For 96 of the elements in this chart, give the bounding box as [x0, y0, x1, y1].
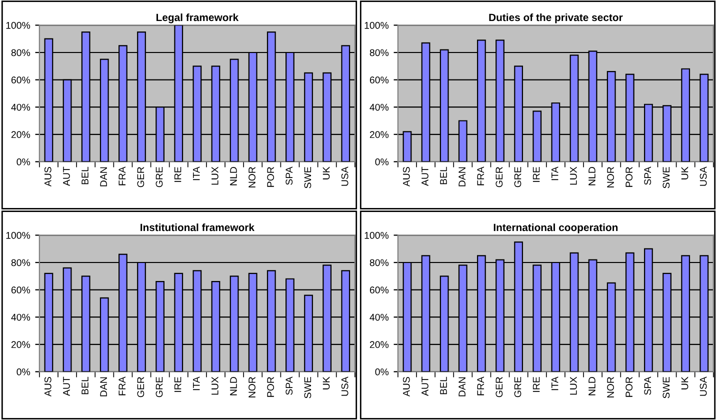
x-tick-label: DAN — [100, 167, 107, 186]
x-tick-label: AUT — [63, 376, 70, 396]
x-tick-label: NOR — [607, 377, 614, 398]
x-tick-label: UK — [322, 376, 330, 390]
x-tick-label: NLD — [230, 167, 237, 186]
y-tick-label: 80% — [11, 49, 30, 56]
x-tick-label: NOR — [248, 377, 256, 398]
y-tick-label: 0% — [16, 368, 30, 376]
x-tick-label: DAN — [458, 167, 466, 186]
x-tick-label: FRA — [477, 166, 484, 186]
x-tick-label: SWE — [662, 376, 670, 398]
y-tick-label: 40% — [11, 314, 30, 321]
x-tick-label: GRE — [156, 376, 163, 398]
chart-title: International cooperation — [494, 223, 618, 234]
x-tick-label: ITA — [552, 376, 558, 390]
y-tick-label: 80% — [11, 259, 30, 266]
x-tick-label: USA — [341, 166, 348, 186]
x-tick-label: AUT — [422, 376, 428, 396]
x-tick-label: GRE — [514, 376, 522, 398]
x-tick-label: SWE — [662, 166, 670, 188]
y-tick-label: 40% — [11, 104, 30, 111]
chart-title: Legal framework — [156, 13, 239, 24]
y-tick-label: 40% — [370, 104, 389, 111]
y-tick-label: 100% — [6, 232, 30, 239]
x-tick-label: FRA — [477, 376, 484, 396]
y-tick-label: 20% — [11, 341, 30, 348]
x-tick-label: IRE — [532, 376, 540, 392]
x-tick-label: LUX — [212, 376, 218, 395]
x-tick-label: POR — [267, 167, 274, 187]
y-tick-label: 60% — [11, 286, 30, 294]
x-tick-label: SWE — [304, 166, 312, 188]
y-tick-label: 100% — [364, 22, 389, 29]
x-tick-label: UK — [681, 166, 688, 180]
x-tick-label: BEL — [440, 166, 447, 184]
x-tick-label: ITA — [552, 166, 558, 180]
x-tick-label: SPA — [286, 376, 293, 395]
x-tick-label: AUT — [63, 166, 70, 186]
y-tick-label: 100% — [6, 22, 30, 29]
x-tick-label: UK — [681, 376, 688, 390]
x-tick-label: POR — [626, 377, 633, 397]
x-tick-label: BEL — [440, 376, 447, 394]
x-tick-label: ITA — [193, 376, 200, 390]
x-tick-label: NLD — [230, 377, 237, 396]
y-tick-label: 60% — [370, 76, 389, 84]
x-tick-label: POR — [267, 377, 274, 397]
x-tick-label: BEL — [82, 166, 88, 184]
x-tick-label: UK — [322, 166, 330, 180]
x-tick-label: USA — [700, 166, 707, 186]
x-tick-label: IRE — [174, 166, 182, 182]
x-tick-label: AUS — [402, 167, 410, 187]
x-tick-label: USA — [341, 376, 348, 396]
x-tick-label: IRE — [174, 376, 182, 392]
y-tick-label: 60% — [11, 76, 30, 84]
y-tick-label: 20% — [370, 341, 389, 348]
x-tick-label: AUS — [402, 377, 410, 397]
x-tick-label: LUX — [570, 166, 577, 185]
x-tick-label: NOR — [248, 167, 256, 188]
y-tick-label: 0% — [375, 158, 389, 166]
y-tick-label: 60% — [370, 286, 389, 294]
x-tick-label: LUX — [570, 376, 577, 395]
x-tick-label: AUS — [44, 167, 52, 187]
chart-title: Institutional framework — [140, 223, 254, 232]
x-tick-label: GER — [496, 377, 503, 398]
x-tick-label: SPA — [644, 166, 652, 185]
x-tick-label: DAN — [100, 377, 107, 396]
x-tick-label: POR — [626, 167, 633, 187]
y-tick-label: 40% — [370, 314, 389, 321]
x-tick-label: NLD — [588, 167, 596, 186]
x-tick-label: AUS — [44, 377, 52, 397]
x-tick-label: USA — [700, 376, 707, 396]
x-tick-label: DAN — [458, 377, 466, 396]
y-tick-label: 0% — [16, 158, 30, 166]
x-tick-label: BEL — [82, 376, 88, 394]
y-tick-label: 100% — [364, 232, 389, 239]
y-tick-label: 80% — [370, 49, 389, 56]
x-tick-label: AUT — [422, 166, 428, 186]
x-tick-label: SWE — [304, 376, 312, 398]
x-tick-label: IRE — [532, 166, 540, 182]
x-tick-label: SPA — [286, 166, 293, 185]
x-tick-label: GRE — [514, 166, 522, 188]
x-tick-label: GER — [496, 167, 503, 188]
x-tick-label: GRE — [156, 166, 163, 188]
y-tick-label: 0% — [375, 368, 389, 376]
chart-title: Duties of the private sector — [489, 13, 623, 24]
x-tick-label: GER — [137, 377, 144, 398]
x-tick-label: SPA — [644, 376, 652, 395]
x-tick-label: NLD — [588, 377, 596, 396]
y-tick-label: 20% — [11, 131, 30, 138]
x-tick-label: FRA — [118, 166, 126, 186]
x-tick-label: LUX — [212, 166, 218, 185]
y-tick-label: 20% — [370, 131, 389, 138]
x-tick-label: GER — [137, 167, 144, 188]
x-tick-label: NOR — [607, 167, 614, 188]
x-tick-label: FRA — [118, 376, 126, 396]
x-tick-label: ITA — [193, 166, 200, 180]
y-tick-label: 80% — [370, 259, 389, 266]
